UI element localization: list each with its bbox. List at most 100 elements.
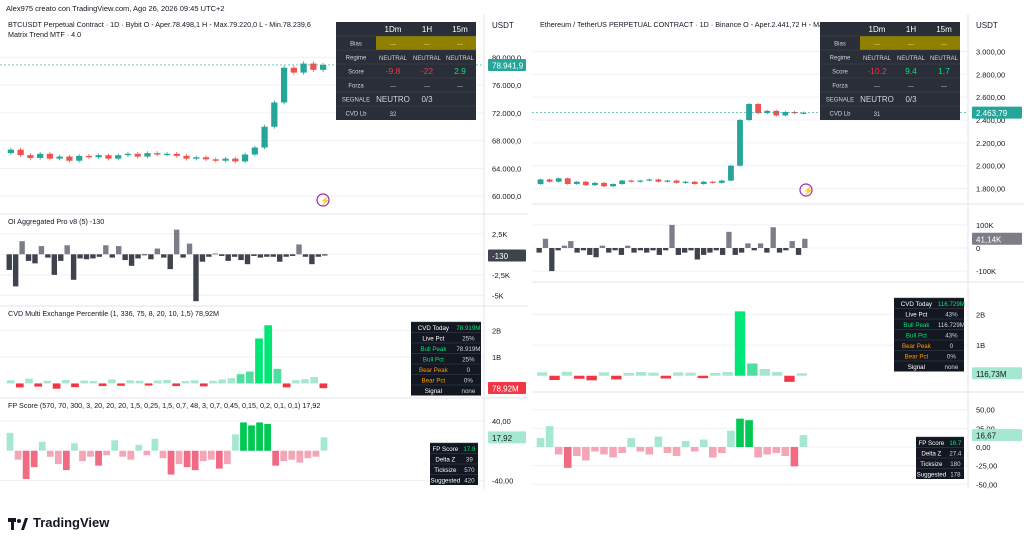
fp-info-table-label: Delta Z [435,456,455,463]
oi-bar [776,248,783,253]
fp-bar [175,450,183,465]
fp-bar [536,438,545,447]
oi-bar [212,253,219,255]
oi-bar [568,241,574,248]
cvd-value-tag [972,367,1022,380]
candle-body [241,154,249,162]
oi-bar [206,254,212,257]
oi-bar [25,254,32,261]
cvd-bar [598,372,610,376]
cvd-bar [34,383,43,387]
fp-bar [582,447,590,461]
fp-info-table-value: 39 [466,456,473,463]
cvd-bar [586,375,597,381]
fp-bar [62,450,70,471]
cvd-info-table-value: 78.919M [456,325,480,332]
oi-bar [745,243,751,248]
candle-body [85,155,93,158]
candle-body [66,156,73,161]
oi-bar [764,248,770,253]
mtf-cell: --- [424,42,430,48]
candle-body [700,181,707,184]
cvd-tick-label: 1B [976,341,985,350]
fp-bar [87,450,94,457]
page-header: Alex975 creato con TradingView.com, Ago … [6,4,225,13]
oi-tick-label: -2,5K [492,271,510,280]
candle-body [37,153,44,158]
fp-bar [256,422,263,451]
chart-title: BTCUSDT Perpetual Contract · 1D · Bybit … [8,20,311,29]
fp-bar [22,450,30,480]
candle-body [124,153,132,156]
fp-info-table-label: Suggested [917,471,947,478]
bias-row-fill [860,36,960,50]
candle-body [95,155,102,158]
fp-info-table-label: FP Score [919,440,945,447]
oi-bar [64,245,70,255]
cvd-info-table-value: 0 [950,343,954,350]
mtf-row-label: Bias [350,42,362,48]
cvd-bar [199,383,208,387]
oi-bar [6,254,12,270]
mtf-cell: NEUTRO [860,95,894,104]
cvd-bar [771,372,783,376]
cvd-bar [536,372,548,376]
oi-bar [713,248,719,251]
candle-body [232,158,239,162]
fp-tick-label: 50,00 [976,406,995,415]
mtf-row-label: Score [832,70,848,76]
oi-bar [244,254,251,265]
fp-info-table-value: 17.9 [463,446,476,453]
mtf-cell: -9.8 [386,66,401,76]
mtf-header: 1H [906,25,916,34]
cvd-tick-label: 2B [976,310,985,319]
currency-label: USDT [492,21,514,30]
candle-body [202,157,210,160]
cvd-info-table-label: Bear Pct [422,377,446,384]
mtf-cell: --- [908,42,914,48]
fp-bar [223,450,231,465]
fp-bar [272,450,280,466]
fp-bar [636,447,645,452]
fp-tick-label: -50,00 [976,480,997,489]
mtf-header: 15m [936,25,952,34]
cvd-info-table-label: Bull Pct [906,332,927,339]
oi-bar [103,245,109,255]
chart-subtitle: Matrix Trend MTF · 4.0 [8,30,81,39]
cvd-bar [15,383,24,388]
candle-body [280,67,288,103]
oi-bar [128,254,135,266]
oi-tick-label: 2,5K [492,230,507,239]
cvd-value-tag [488,382,526,394]
fp-bar [600,447,608,455]
oi-bar [732,248,738,255]
candle-body [610,184,616,187]
cvd-bar [697,375,709,379]
oi-bar [276,254,283,262]
candle-body [800,112,807,114]
mtf-cell: --- [390,42,396,48]
cvd-tick-label: 2B [492,327,501,336]
oi-bar [688,248,694,251]
price-tick-label: 2.200,00 [976,139,1005,148]
btc-chart-svg: BTCUSDT Perpetual Contract · 1D · Bybit … [0,14,528,506]
mtf-header: 1Dm [869,25,886,34]
cvd-info-table-value: 0% [947,353,956,360]
oi-bar [726,231,732,248]
candle-body [601,182,607,187]
oi-bar [770,227,776,248]
mtf-cell: --- [908,84,914,90]
fp-info-table-value: 420 [464,477,475,484]
candle-body [222,158,229,161]
cvd-bar [648,372,659,376]
oi-value-tag [488,249,526,262]
eth-chart-panel[interactable]: Ethereum / TetherUS PERPETUAL CONTRACT ·… [532,14,1024,506]
price-tick-label: 3.000,00 [976,47,1005,56]
oi-bar [631,248,637,253]
candle-body [718,180,725,183]
fp-bar [745,420,753,447]
oi-bar [219,254,225,256]
btc-chart-panel[interactable]: BTCUSDT Perpetual Contract · 1D · Bybit … [0,14,528,506]
fp-title: FP Score (570, 70, 300, 3, 20, 20, 20, 1… [8,401,320,410]
oi-value-text: 41,14K [976,235,1002,244]
